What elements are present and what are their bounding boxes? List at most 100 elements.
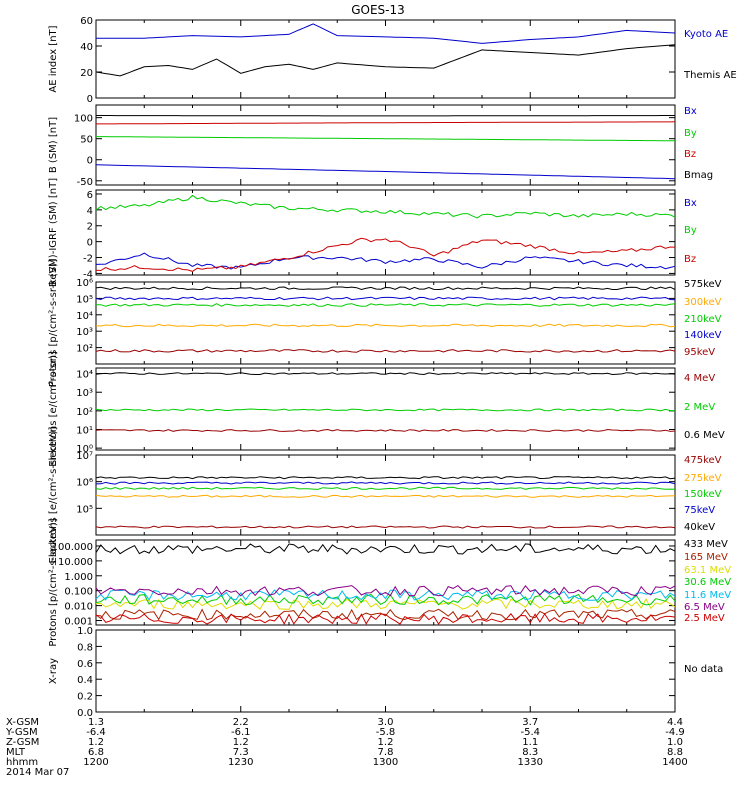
- series-line-300kev: [95, 323, 676, 328]
- footer-value: 3.0: [378, 717, 394, 728]
- footer-value: -4.9: [665, 727, 685, 738]
- y-tick-label: 40: [80, 42, 93, 53]
- legend-label: 95keV: [684, 347, 715, 358]
- footer-value: 2.2: [233, 717, 249, 728]
- series-line-11.6-mev: [95, 589, 676, 601]
- y-tick-label: 1.0: [77, 626, 93, 637]
- y-tick-label: 10⁰: [76, 444, 93, 455]
- legend-label: Bx: [684, 106, 697, 117]
- legend-label: 475keV: [684, 455, 722, 466]
- legend-label: By: [684, 225, 697, 236]
- y-tick-label: 6: [87, 190, 93, 201]
- y-tick-label: 60: [80, 16, 93, 27]
- footer-value: -6.1: [231, 727, 251, 738]
- footer-value: -5.8: [376, 727, 396, 738]
- footer-value: 1300: [373, 757, 398, 768]
- y-tick-label: 10.000: [58, 557, 93, 568]
- y-tick-label: 0.100: [64, 587, 93, 598]
- series-line-475kev: [95, 525, 676, 529]
- legend-label: 6.5 MeV: [684, 602, 725, 613]
- footer-value: 4.4: [667, 717, 683, 728]
- legend-label: 2.5 MeV: [684, 613, 725, 624]
- series-line-kyoto-ae: [96, 23, 676, 44]
- y-tick-label: 10⁴: [76, 311, 93, 322]
- footer-row-label: MLT: [6, 747, 26, 758]
- series-line-30.6-mev: [95, 593, 676, 606]
- series-line-210kev: [96, 303, 676, 307]
- footer-value: 8.8: [667, 747, 683, 758]
- y-tick-label: 50: [80, 135, 93, 146]
- legend-label: Bmag: [684, 170, 713, 181]
- y-tick-label: 10¹: [76, 426, 93, 437]
- y-tick-label: 10²: [76, 344, 93, 355]
- footer-value: 1400: [662, 757, 687, 768]
- panel-frame: [95, 539, 676, 626]
- footer-row-label: Z-GSM: [6, 737, 39, 748]
- y-tick-label: 0: [87, 238, 93, 249]
- series-line-0.6-mev: [95, 372, 676, 376]
- footer-value: 1330: [518, 757, 543, 768]
- y-tick-label: 10²: [76, 407, 93, 418]
- footer-value: -5.4: [520, 727, 540, 738]
- y-tick-label: 0.2: [77, 692, 93, 703]
- legend-label: 210keV: [684, 314, 722, 325]
- y-tick-label: -4: [83, 269, 93, 280]
- series-line-2-mev: [95, 408, 676, 412]
- no-data-note: No data: [684, 664, 723, 675]
- legend-label: 30.6 MeV: [684, 577, 731, 588]
- y-axis-label: Protons [p/(cm²-s-sr-keV)]: [48, 259, 59, 387]
- legend-label: 11.6 MeV: [684, 590, 731, 601]
- footer-value: -6.4: [86, 727, 106, 738]
- panel-frame: [95, 19, 676, 99]
- y-tick-label: 0.010: [64, 602, 93, 613]
- series-line-bx: [95, 164, 676, 180]
- y-axis-label: Electrons [e/(cm²-s-sr-keV)]: [48, 426, 59, 563]
- y-tick-label: 0: [87, 94, 93, 105]
- legend-label: 165 MeV: [684, 552, 728, 563]
- footer-value: 1.1: [522, 737, 538, 748]
- legend-label: 575keV: [684, 279, 722, 290]
- footer-value: 1230: [228, 757, 253, 768]
- footer-value: 1200: [83, 757, 108, 768]
- y-axis-label: Electrons [e/(cm²-s-sr)]: [48, 351, 59, 467]
- footer-row-label: X-GSM: [6, 717, 39, 728]
- footer-value: 1.2: [378, 737, 394, 748]
- footer-value: 1.2: [88, 737, 104, 748]
- y-tick-label: 0: [87, 156, 93, 167]
- series-line-themis-ae: [95, 44, 676, 77]
- y-tick-label: 10³: [76, 327, 93, 338]
- legend-label: 75keV: [684, 505, 715, 516]
- series-line-by: [96, 136, 675, 142]
- y-tick-label: 4: [87, 206, 93, 217]
- legend-label: 433 MeV: [684, 539, 728, 550]
- y-axis-label: B (SM) [nT]: [48, 117, 59, 173]
- y-tick-label: 10⁵: [76, 504, 93, 515]
- y-tick-label: 2: [87, 222, 93, 233]
- series-line-75kev: [95, 481, 676, 485]
- y-axis-label: AE index [nT]: [48, 25, 59, 92]
- series-line-433-mev: [95, 543, 676, 555]
- legend-label: 300keV: [684, 297, 722, 308]
- y-axis-label: Protons [p/(cm²-s-sr-keV)]: [48, 518, 59, 646]
- legend-label: Bx: [684, 198, 697, 209]
- y-tick-label: 1.000: [64, 572, 93, 583]
- y-tick-label: 0.4: [77, 675, 93, 686]
- legend-label: Bz: [684, 254, 696, 265]
- panel-frame: [95, 104, 676, 186]
- series-line-bz: [95, 237, 676, 272]
- series-line-2.5-mev: [95, 612, 676, 625]
- y-tick-label: 10⁴: [76, 370, 93, 381]
- legend-label: 140keV: [684, 330, 722, 341]
- y-axis-label: B (SM)-IGRF (SM) [nT]: [48, 178, 59, 287]
- legend-label: 150keV: [684, 489, 722, 500]
- y-tick-label: 10⁶: [76, 278, 93, 289]
- y-tick-label: -50: [77, 177, 93, 188]
- legend-label: 0.6 MeV: [684, 430, 725, 441]
- footer-value: 1.3: [88, 717, 104, 728]
- legend-label: Themis AE: [683, 70, 737, 81]
- legend-label: 63.1 MeV: [684, 565, 731, 576]
- y-axis-label: X-ray: [48, 658, 59, 684]
- series-line-575kev: [95, 286, 676, 291]
